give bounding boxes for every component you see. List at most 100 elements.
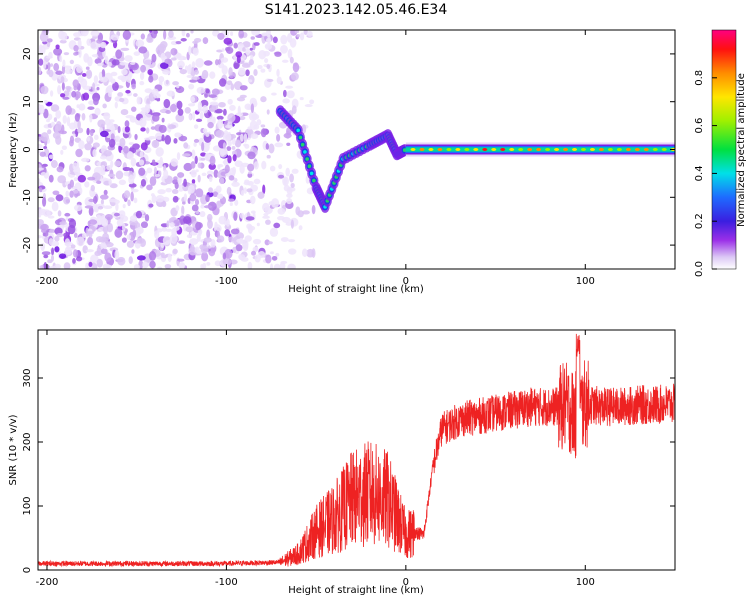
- noise-blob: [144, 103, 151, 114]
- noise-blob: [87, 236, 94, 246]
- colorbar-ticks: 0.0 0.2 0.4 0.6 0.8: [694, 70, 717, 277]
- noise-blob: [149, 260, 156, 269]
- spectrogram-ytick-label: 10: [22, 95, 33, 108]
- spectrogram-xtick-label: 0: [403, 276, 409, 287]
- noise-blob: [147, 33, 152, 42]
- chirp-peak: [303, 150, 307, 154]
- noise-blob: [222, 142, 227, 150]
- noise-blob: [184, 107, 191, 114]
- noise-blob: [207, 201, 217, 211]
- noise-blob: [215, 185, 222, 194]
- noise-blob: [264, 239, 270, 246]
- noise-blob: [68, 122, 76, 130]
- noise-blob: [46, 210, 53, 216]
- noise-blob: [39, 32, 49, 43]
- noise-blob: [42, 232, 46, 237]
- noise-blob: [161, 134, 165, 142]
- noise-blob: [274, 142, 284, 148]
- noise-blob: [100, 165, 106, 173]
- noise-blob: [72, 79, 79, 88]
- noise-blob: [120, 109, 129, 116]
- noise-blob: [133, 51, 141, 56]
- noise-blob: [165, 228, 173, 232]
- colorbar-gradient: [711, 29, 737, 270]
- noise-blob: [188, 45, 192, 56]
- noise-blob: [186, 234, 192, 239]
- noise-blob: [246, 188, 253, 193]
- noise-blob: [107, 173, 116, 177]
- carrier-peak: [527, 148, 533, 151]
- noise-blob: [146, 184, 153, 191]
- noise-blob: [263, 213, 269, 217]
- noise-blob: [176, 100, 183, 110]
- noise-blob: [148, 251, 157, 261]
- noise-blob: [48, 174, 54, 183]
- noise-blob: [148, 203, 154, 208]
- noise-blob: [311, 204, 316, 215]
- noise-blob: [51, 240, 60, 247]
- noise-blob: [190, 169, 197, 178]
- noise-blob: [256, 119, 262, 126]
- noise-blob: [100, 248, 108, 255]
- noise-blob: [204, 152, 211, 162]
- noise-blob: [287, 48, 293, 59]
- noise-blob: [117, 75, 127, 81]
- noise-blob: [69, 59, 75, 65]
- noise-blob: [150, 193, 155, 197]
- noise-blob: [202, 128, 208, 133]
- noise-blob: [228, 175, 235, 181]
- carrier-peak: [536, 148, 542, 151]
- noise-blob: [87, 176, 96, 181]
- noise-blob: [290, 219, 294, 229]
- noise-blob: [205, 88, 210, 94]
- noise-blob: [113, 136, 119, 140]
- noise-blob: [126, 151, 134, 160]
- noise-blob: [270, 198, 280, 208]
- noise-blob: [98, 236, 107, 243]
- noise-blob: [252, 246, 259, 252]
- noise-blob: [93, 75, 99, 84]
- noise-blob: [43, 261, 47, 269]
- noise-blob: [132, 143, 140, 150]
- noise-blob: [292, 62, 300, 73]
- noise-blob: [197, 101, 203, 111]
- noise-blob: [182, 56, 187, 60]
- noise-blob: [54, 235, 60, 242]
- carrier-peak: [500, 148, 506, 151]
- noise-blob: [151, 194, 157, 204]
- noise-blob: [75, 256, 83, 262]
- noise-blob: [286, 193, 293, 198]
- noise-blob: [250, 195, 256, 205]
- noise-blob: [40, 132, 49, 142]
- noise-blob: [60, 93, 66, 98]
- noise-blob: [122, 223, 126, 232]
- noise-blob: [76, 236, 85, 247]
- noise-blob: [181, 30, 186, 37]
- noise-blob: [99, 130, 109, 138]
- noise-blob: [290, 72, 299, 81]
- noise-blob: [144, 88, 153, 94]
- noise-blob: [264, 58, 269, 64]
- noise-blob: [90, 30, 100, 37]
- noise-blob: [53, 47, 63, 56]
- noise-blob: [202, 105, 209, 114]
- noise-blob: [80, 30, 89, 37]
- noise-blob: [245, 69, 250, 77]
- noise-blob: [194, 37, 202, 43]
- noise-blob: [258, 251, 266, 259]
- noise-blob: [266, 30, 271, 38]
- noise-blob: [176, 84, 180, 89]
- noise-blob: [144, 137, 153, 141]
- noise-blob: [70, 244, 76, 249]
- noise-blob: [127, 199, 131, 207]
- noise-blob: [114, 101, 118, 109]
- noise-blob: [269, 251, 274, 255]
- noise-blob: [43, 145, 48, 150]
- noise-blob: [38, 208, 42, 218]
- noise-blob: [86, 38, 92, 46]
- noise-blob: [133, 264, 140, 269]
- noise-blob: [57, 84, 62, 95]
- noise-blob: [247, 79, 253, 83]
- noise-blob: [157, 266, 163, 269]
- noise-blob: [149, 30, 153, 33]
